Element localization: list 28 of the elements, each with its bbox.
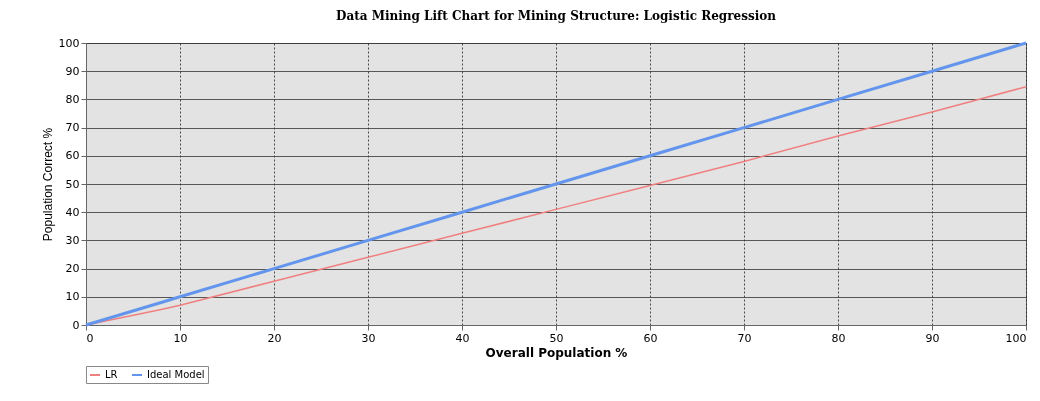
x-tick-label: 30 xyxy=(361,331,376,345)
x-axis-title: Overall Population % xyxy=(485,345,628,360)
x-tick-label: 40 xyxy=(455,331,470,345)
y-tick-label: 60 xyxy=(65,149,80,163)
y-tick-label: 20 xyxy=(65,262,80,276)
x-tick-label: 70 xyxy=(737,331,752,345)
x-tick-label: 0 xyxy=(86,331,94,345)
x-tick-label: 60 xyxy=(643,331,658,345)
y-tick-label: 50 xyxy=(65,177,80,191)
chart-title: Data Mining Lift Chart for Mining Structure: Logistic Regression xyxy=(335,9,777,23)
y-axis-title: Population Correct % xyxy=(40,127,55,242)
x-tick-label: 80 xyxy=(831,331,846,345)
legend-label: LR xyxy=(105,369,118,380)
y-tick-label: 90 xyxy=(65,64,80,78)
y-tick-label: 100 xyxy=(58,36,80,50)
y-tick-label: 10 xyxy=(65,290,80,304)
line-series xyxy=(84,41,1028,327)
legend-label: Ideal Model xyxy=(147,369,205,380)
y-tick-label: 80 xyxy=(65,92,80,106)
x-tick-label: 10 xyxy=(173,331,188,345)
x-tick-label: 90 xyxy=(925,331,940,345)
y-tick-label: 30 xyxy=(65,233,80,247)
x-tick-label: 100 xyxy=(1005,331,1027,345)
y-tick-label: 0 xyxy=(72,318,80,332)
y-tick-label: 70 xyxy=(65,121,80,135)
x-tick-label: 20 xyxy=(267,331,282,345)
x-tick-label: 50 xyxy=(549,331,564,345)
y-tick-label: 40 xyxy=(65,205,80,219)
